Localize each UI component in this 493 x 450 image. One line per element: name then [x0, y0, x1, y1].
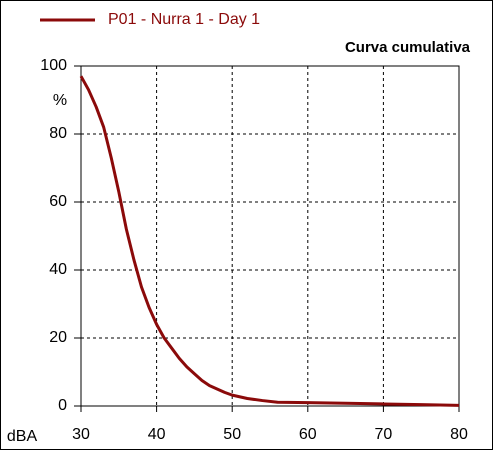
x-tick-label: 30	[72, 426, 90, 443]
y-tick-label: 80	[49, 125, 67, 142]
x-axis-label: dBA	[7, 428, 38, 445]
x-tick-label: 60	[299, 426, 317, 443]
y-axis-label: %	[53, 92, 67, 109]
y-tick-label: 0	[58, 397, 67, 414]
x-tick-label: 70	[375, 426, 393, 443]
y-tick-label: 20	[49, 329, 67, 346]
legend-label: P01 - Nurra 1 - Day 1	[108, 11, 260, 28]
y-tick-label: 40	[49, 261, 67, 278]
plot-area	[80, 65, 460, 407]
y-tick-label: 60	[49, 193, 67, 210]
data-line	[79, 75, 460, 407]
x-tick-label: 80	[450, 426, 468, 443]
chart-title: Curva cumulativa	[345, 39, 471, 56]
x-tick-label: 50	[223, 426, 241, 443]
x-tick-label: 40	[148, 426, 166, 443]
y-tick-label: 100	[40, 57, 67, 74]
